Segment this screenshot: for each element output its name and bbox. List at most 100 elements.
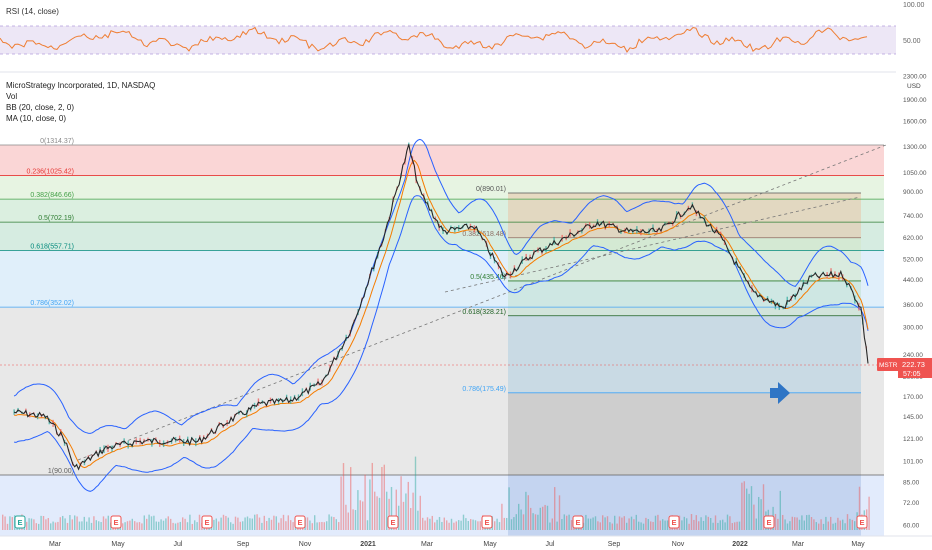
volume-bar <box>81 521 83 530</box>
earnings-marker-icon[interactable]: E <box>668 515 680 529</box>
volume-bar <box>585 514 587 530</box>
earnings-marker-icon[interactable]: E <box>201 515 213 529</box>
volume-bar <box>266 520 268 530</box>
volume-bar <box>638 521 640 530</box>
volume-bar <box>618 516 621 530</box>
volume-bar <box>568 514 570 530</box>
ticker-badge <box>877 358 903 371</box>
volume-bar <box>237 517 239 530</box>
svg-text:E: E <box>17 518 22 527</box>
svg-text:E: E <box>671 518 676 527</box>
price-title: MicroStrategy Incorporated, 1D, NASDAQ <box>6 81 155 90</box>
volume-bar <box>758 496 760 530</box>
volume-bar <box>606 516 609 530</box>
fib-secondary-zone <box>508 192 861 238</box>
volume-bar <box>666 520 669 530</box>
svg-text:E: E <box>297 518 302 527</box>
earnings-marker-icon[interactable]: E <box>481 515 493 529</box>
dividend-marker-icon[interactable]: E <box>14 515 26 529</box>
volume-bar <box>532 513 534 530</box>
volume-bar <box>71 519 73 530</box>
svg-text:E: E <box>390 518 395 527</box>
volume-bar <box>177 522 179 530</box>
earnings-marker-icon[interactable]: E <box>110 515 122 529</box>
fib-secondary-label: 0.382(618.48) <box>462 231 506 238</box>
volume-bar <box>57 521 59 530</box>
x-tick-label: Jul <box>174 541 183 548</box>
volume-bar <box>842 519 844 530</box>
volume-bar <box>280 518 282 530</box>
volume-bar <box>712 522 714 530</box>
volume-bar <box>647 519 649 530</box>
volume-bar <box>26 521 28 530</box>
volume-bar <box>854 521 856 530</box>
volume-bar <box>510 519 513 530</box>
volume-bar <box>786 523 789 530</box>
volume-bar <box>388 498 390 530</box>
volume-bar <box>184 518 186 530</box>
earnings-marker-icon[interactable]: E <box>387 515 399 529</box>
volume-bar <box>47 518 49 530</box>
y-tick-label: 1300.00 <box>903 144 927 151</box>
volume-bar <box>98 521 100 530</box>
volume-bar <box>542 506 544 530</box>
y-tick-label: 740.00 <box>903 213 923 220</box>
volume-bar <box>153 515 155 530</box>
volume-bar <box>465 518 467 530</box>
volume-bar <box>398 505 400 530</box>
earnings-marker-icon[interactable]: E <box>856 515 868 529</box>
volume-bar <box>374 491 376 530</box>
volume-bar <box>731 523 733 530</box>
volume-bar <box>326 521 328 530</box>
earnings-marker-icon[interactable]: E <box>572 515 584 529</box>
volume-bar <box>215 518 217 530</box>
x-tick-label: May <box>111 541 125 548</box>
volume-bar <box>311 523 313 530</box>
volume-bar <box>318 522 321 530</box>
volume-bar <box>700 517 702 530</box>
volume-bar <box>662 519 664 530</box>
volume-bar <box>544 504 546 530</box>
rsi-band <box>0 26 896 54</box>
volume-bar <box>131 518 133 530</box>
volume-bar <box>803 520 805 530</box>
volume-bar <box>549 522 551 530</box>
volume-bar <box>462 514 465 530</box>
volume-bar <box>830 516 832 530</box>
volume-bar <box>513 517 515 530</box>
earnings-marker-icon[interactable]: E <box>763 515 775 529</box>
volume-bar <box>381 467 383 530</box>
volume-bar <box>498 522 501 530</box>
volume-bar <box>558 495 561 530</box>
volume-bar <box>774 513 777 530</box>
volume-bar <box>779 490 781 530</box>
volume-bar <box>376 496 378 530</box>
fib-secondary-zone <box>508 392 861 475</box>
volume-bar <box>234 516 237 530</box>
volume-bar <box>556 521 558 530</box>
bollinger-upper <box>13 138 869 434</box>
volume-bar <box>354 510 357 530</box>
volume-bar <box>126 521 129 530</box>
volume-bar <box>614 515 616 530</box>
volume-bar <box>738 521 741 530</box>
currency-label: USD <box>907 83 921 90</box>
x-tick-label: 2021 <box>360 541 376 548</box>
volume-bar <box>28 518 30 530</box>
y-tick-label: 85.00 <box>903 480 920 487</box>
volume-bar <box>858 486 861 530</box>
volume-bar <box>244 517 246 530</box>
volume-bar <box>227 517 229 530</box>
svg-text:E: E <box>575 518 580 527</box>
volume-bar <box>784 519 786 530</box>
y-tick-label: 240.00 <box>903 352 923 359</box>
volume-bar <box>66 522 69 530</box>
volume-bar <box>350 467 352 530</box>
earnings-marker-icon[interactable]: E <box>294 515 306 529</box>
volume-bar <box>635 514 637 530</box>
y-tick-label: 440.00 <box>903 277 923 284</box>
volume-bar <box>174 523 177 530</box>
volume-bar <box>239 521 241 530</box>
volume-bar <box>458 520 460 530</box>
